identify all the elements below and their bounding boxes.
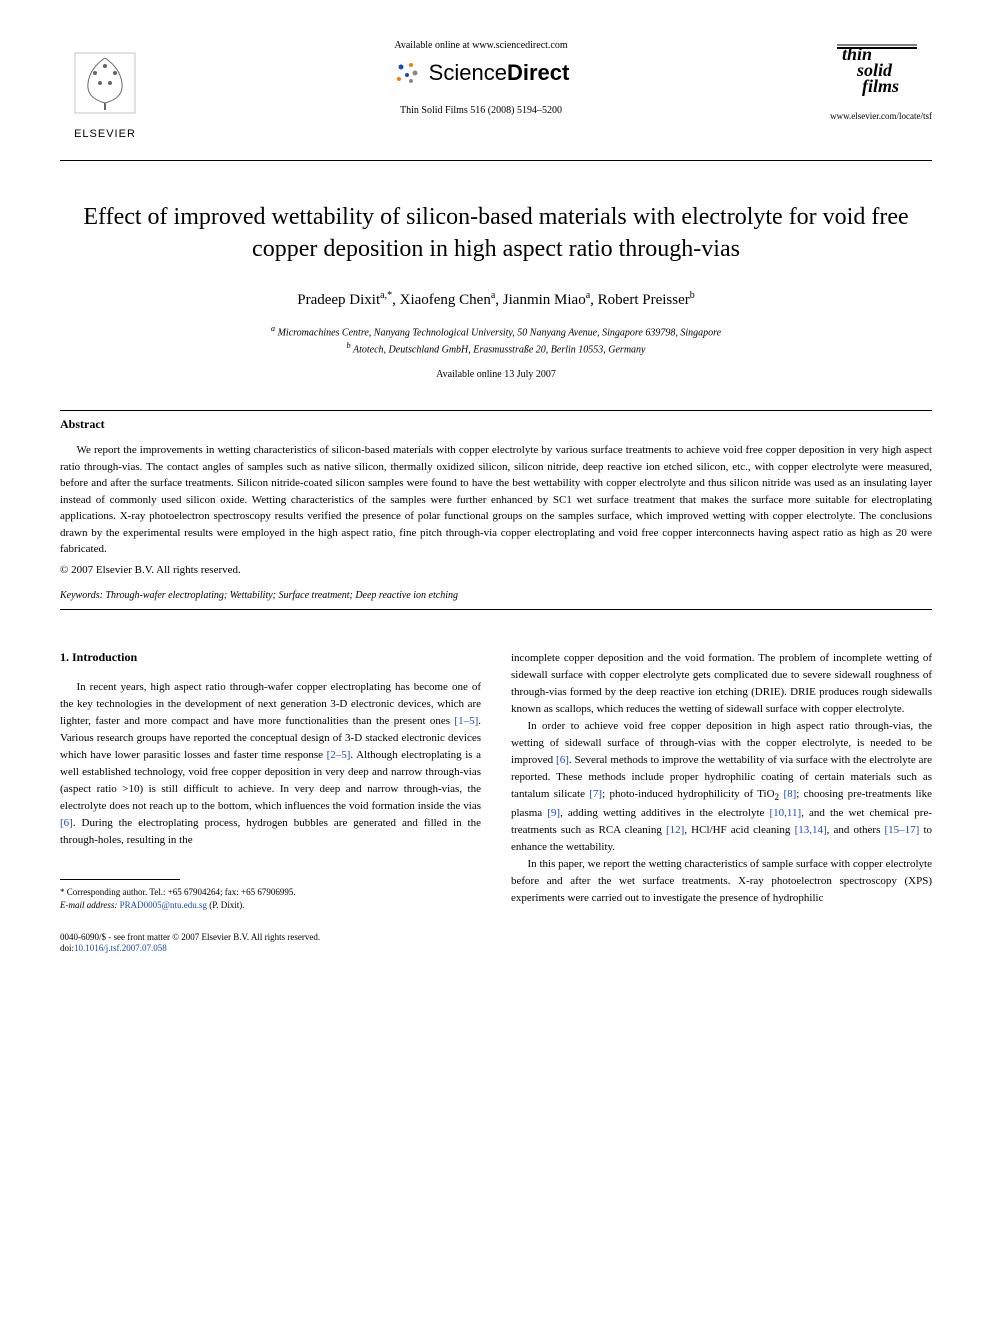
copyright-line: © 2007 Elsevier B.V. All rights reserved…	[60, 564, 932, 576]
available-date: Available online 13 July 2007	[60, 369, 932, 380]
journal-logo-block: thin solid films www.elsevier.com/locate…	[812, 40, 932, 121]
ref-link-6[interactable]: [8]	[783, 788, 796, 800]
c2p2-i: , and others	[827, 824, 885, 836]
footer-issn: 0040-6090/$ - see front matter © 2007 El…	[60, 932, 481, 944]
footnote-email-line: E-mail address: PRAD0005@ntu.edu.sg (P. …	[60, 899, 481, 912]
ref-link-10[interactable]: [13,14]	[795, 824, 827, 836]
corresponding-author-footnote: * Corresponding author. Tel.: +65 679042…	[60, 886, 481, 911]
sciencedirect-logo: ScienceDirect	[170, 59, 792, 87]
column-left: 1. Introduction In recent years, high as…	[60, 650, 481, 955]
footer-doi-line: doi:10.1016/j.tsf.2007.07.058	[60, 943, 481, 955]
p1-a: In recent years, high aspect ratio throu…	[60, 681, 481, 727]
abstract-label: Abstract	[60, 417, 932, 432]
header-rule	[60, 160, 932, 161]
abstract-text: We report the improvements in wetting ch…	[60, 442, 932, 558]
keywords-line: Keywords: Through-wafer electroplating; …	[60, 590, 932, 601]
author-3: , Jianmin Miao	[495, 292, 585, 308]
footer-doi-label: doi:	[60, 943, 74, 953]
footer-doi-link[interactable]: 10.1016/j.tsf.2007.07.058	[74, 943, 167, 953]
abstract-rule-bottom	[60, 609, 932, 610]
sd-suffix: Direct	[507, 60, 569, 85]
ref-link-8[interactable]: [10,11]	[770, 807, 802, 819]
ref-link-5[interactable]: [7]	[589, 788, 602, 800]
affiliation-b-text: Atotech, Deutschland GmbH, Erasmusstraße…	[353, 344, 645, 355]
sd-prefix: Science	[429, 60, 507, 85]
affiliation-b: b Atotech, Deutschland GmbH, Erasmusstra…	[60, 340, 932, 357]
elsevier-logo: ELSEVIER	[60, 40, 150, 140]
abstract-body: We report the improvements in wetting ch…	[60, 444, 932, 555]
ref-link-4[interactable]: [6]	[556, 754, 569, 766]
footnote-email-link[interactable]: PRAD0005@ntu.edu.sg	[120, 900, 207, 910]
elsevier-tree-icon	[70, 48, 140, 128]
ref-link-11[interactable]: [15–17]	[885, 824, 920, 836]
available-online-text: Available online at www.sciencedirect.co…	[170, 40, 792, 51]
c2p2-f: , adding wetting additives in the electr…	[560, 807, 769, 819]
column-right: incomplete copper deposition and the voi…	[511, 650, 932, 955]
affiliation-a: a Micromachines Centre, Nanyang Technolo…	[60, 323, 932, 340]
ref-link-7[interactable]: [9]	[547, 807, 560, 819]
author-1-sup: a,*	[380, 290, 392, 301]
ref-link-3[interactable]: [6]	[60, 817, 73, 829]
keywords-text: Through-wafer electroplating; Wettabilit…	[105, 590, 458, 601]
ref-link-1[interactable]: [1–5]	[454, 715, 478, 727]
journal-reference: Thin Solid Films 516 (2008) 5194–5200	[170, 105, 792, 116]
author-2: , Xiaofeng Chen	[392, 292, 491, 308]
footnote-corr: * Corresponding author. Tel.: +65 679042…	[60, 886, 481, 899]
keywords-label: Keywords:	[60, 590, 103, 601]
author-1: Pradeep Dixit	[297, 292, 380, 308]
c2p2-c: ; photo-induced hydrophilicity of TiO	[602, 788, 774, 800]
body-text-right: incomplete copper deposition and the voi…	[511, 650, 932, 907]
elsevier-label: ELSEVIER	[74, 128, 136, 140]
col2-p3: In this paper, we report the wetting cha…	[511, 856, 932, 907]
page-header: ELSEVIER Available online at www.science…	[60, 40, 932, 140]
thin-solid-films-logo: thin solid films	[812, 40, 932, 105]
footnote-email-label: E-mail address:	[60, 900, 117, 910]
authors-line: Pradeep Dixita,*, Xiaofeng Chena, Jianmi…	[60, 290, 932, 309]
author-4-sup: b	[690, 290, 695, 301]
article-title: Effect of improved wettability of silico…	[60, 201, 932, 266]
c2p2-h: , HCl/HF acid cleaning	[684, 824, 794, 836]
section-1-heading: 1. Introduction	[60, 650, 481, 665]
p1-d: . During the electroplating process, hyd…	[60, 817, 481, 846]
svg-text:films: films	[862, 76, 899, 96]
affiliation-a-text: Micromachines Centre, Nanyang Technologi…	[278, 327, 721, 338]
footnote-separator	[60, 879, 180, 880]
body-text-left: In recent years, high aspect ratio throu…	[60, 679, 481, 849]
col2-p1: incomplete copper deposition and the voi…	[511, 650, 932, 718]
ref-link-2[interactable]: [2–5]	[327, 749, 351, 761]
center-header: Available online at www.sciencedirect.co…	[150, 40, 812, 116]
ref-link-9[interactable]: [12]	[666, 824, 684, 836]
sciencedirect-text: ScienceDirect	[429, 60, 570, 86]
body-columns: 1. Introduction In recent years, high as…	[60, 650, 932, 955]
author-4: , Robert Preisser	[590, 292, 690, 308]
abstract-rule-top	[60, 410, 932, 411]
journal-url: www.elsevier.com/locate/tsf	[812, 111, 932, 121]
affiliations: a Micromachines Centre, Nanyang Technolo…	[60, 323, 932, 358]
footer-block: 0040-6090/$ - see front matter © 2007 El…	[60, 932, 481, 955]
footnote-email-person: (P. Dixit).	[209, 900, 244, 910]
sciencedirect-icon	[393, 59, 421, 87]
